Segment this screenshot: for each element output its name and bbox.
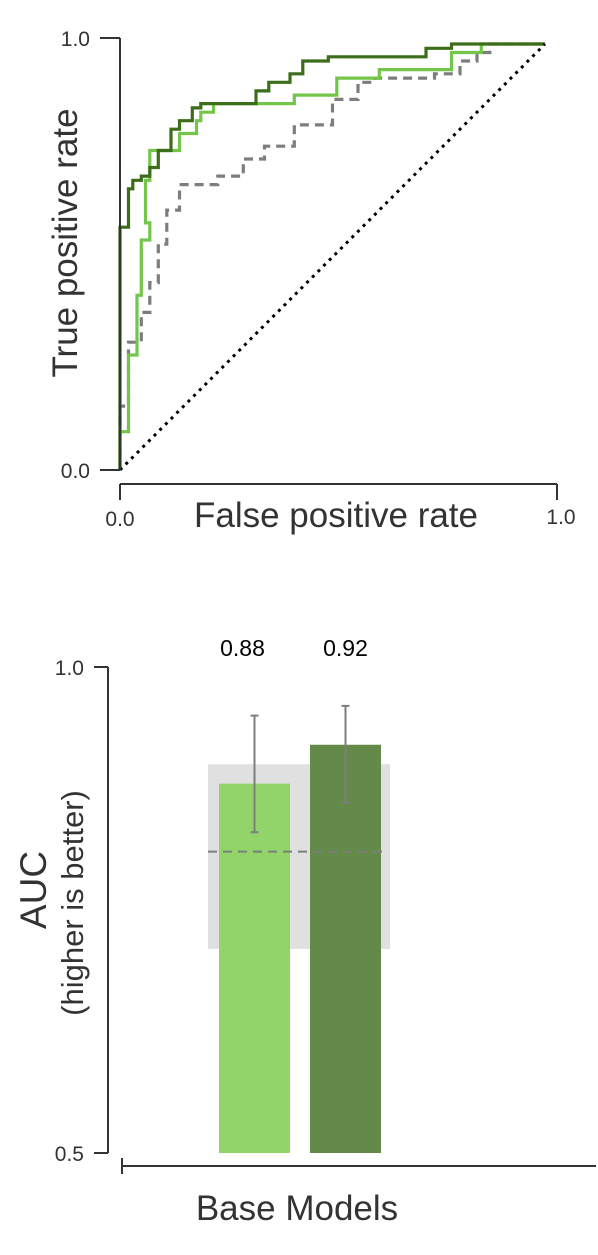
roc-curve-2 (118, 42, 545, 470)
bar-1 (219, 783, 290, 1153)
roc-curve-1 (118, 42, 545, 470)
bars-group (219, 744, 381, 1153)
auc-bar-chart: 0.88 0.92 1.0 0.5 Base Models AUC (higher… (13, 635, 596, 1228)
auc-y-axis-label: AUC (13, 851, 54, 929)
bar-value-labels-group: 0.88 0.92 (220, 635, 368, 661)
bar-value-label-1: 0.88 (220, 635, 265, 661)
auc-y-tick-label-top: 1.0 (55, 657, 84, 680)
roc-curve-3 (118, 42, 545, 470)
auc-x-axis-label: Base Models (196, 1189, 398, 1228)
roc-x-tick-label-left: 0.0 (105, 508, 134, 531)
roc-y-tick-label-top: 1.0 (61, 28, 90, 51)
error-bars-group (250, 704, 350, 834)
roc-y-axis-label: True positive rate (46, 108, 85, 377)
roc-x-axis-label: False positive rate (194, 496, 478, 535)
bar-value-label-2: 0.92 (323, 635, 368, 661)
roc-x-tick-label-right: 1.0 (546, 506, 575, 529)
auc-y-tick-label-bottom: 0.5 (55, 1143, 84, 1166)
auc-y-axis-sublabel: (higher is better) (55, 790, 90, 1016)
roc-y-tick-label-bottom: 0.0 (61, 460, 90, 483)
bar-2 (310, 744, 381, 1153)
roc-chart: 1.0 0.0 0.0 1.0 False positive rate True… (46, 28, 576, 535)
roc-series-group (118, 42, 547, 472)
